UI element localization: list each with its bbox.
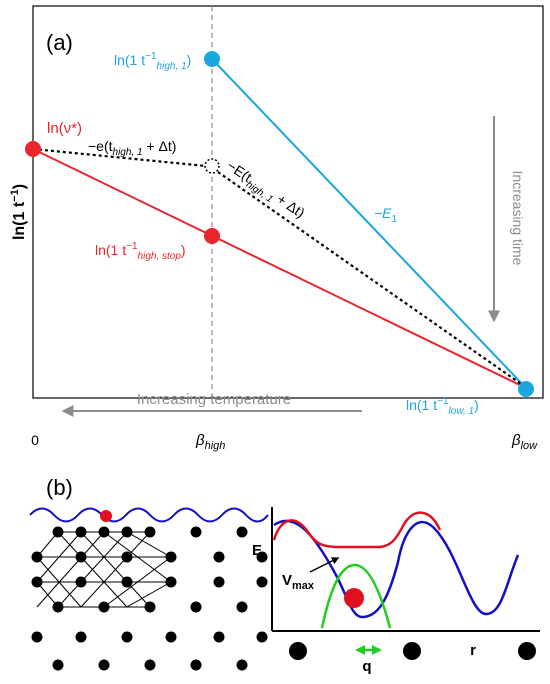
increasing-time-label: Increasing time (510, 171, 526, 266)
label-low1: ln(1 t−1low, 1) (406, 396, 479, 417)
q-label: q (362, 658, 371, 675)
r-label: r (470, 642, 476, 659)
potential-red-curve (272, 511, 442, 549)
surface-wave (29, 507, 269, 523)
red-line (32, 148, 527, 389)
label-E-big: −E(thigh, 1 + Δt) (222, 157, 308, 224)
position-atoms (289, 642, 536, 660)
x-tick-zero: 0 (31, 432, 39, 448)
point-open (204, 158, 220, 174)
point-nu-star (25, 141, 41, 157)
lattice-bonds (36, 531, 172, 608)
point-low1 (518, 381, 534, 397)
point-high1 (204, 51, 220, 67)
particle-red-dot (344, 588, 364, 608)
x-tick-beta-high: βhigh (195, 432, 225, 452)
label-highstop: ln(1 t−1high, stop) (95, 241, 186, 262)
potential-green-curve (320, 563, 392, 629)
label-E1: −E1 (374, 205, 398, 225)
label-e-small: −e(thigh, 1 + Δt) (88, 138, 176, 158)
panel-a-label: (a) (46, 30, 73, 55)
vmax-arrow (309, 557, 340, 573)
energy-axis-label: E (252, 542, 262, 559)
panel-a-frame (32, 5, 544, 399)
label-high1: ln(1 t−1high, 1) (114, 51, 191, 72)
label-nu-star: ln(ν*) (47, 120, 82, 137)
dotted-line-upper (32, 147, 207, 168)
blue-line (211, 58, 527, 389)
panel-a: (a) ln(1 t−1) ln(ν*) ln(1 t−1high, 1) ln… (9, 5, 544, 452)
vmax-label: Vmax (282, 572, 315, 592)
adatom-red-dot (100, 510, 112, 522)
panel-b-label: (b) (46, 475, 73, 500)
y-axis-label: ln(1 t−1) (9, 184, 28, 240)
increasing-temperature-label: Increasing temperature (137, 391, 291, 408)
potential-blue-curve (273, 519, 520, 619)
lattice-atoms (31, 526, 268, 671)
panel-b: (b) (29, 475, 540, 675)
point-highstop (204, 228, 220, 244)
dotted-line-diagonal (217, 171, 525, 387)
x-tick-beta-low: βlow (511, 432, 538, 452)
